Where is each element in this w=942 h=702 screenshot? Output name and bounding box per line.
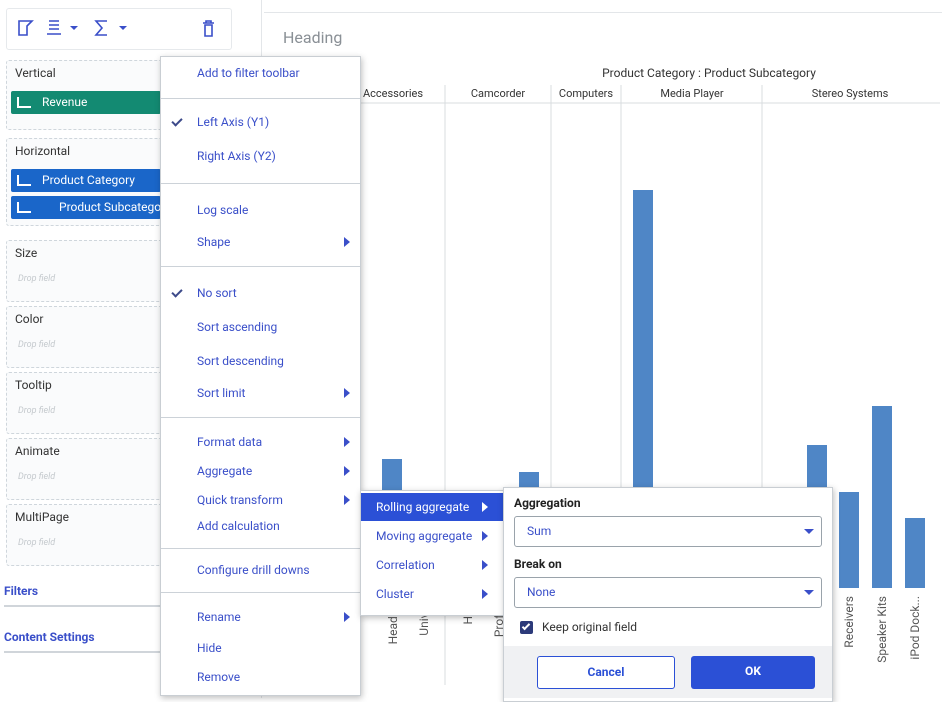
submenu-arrow (344, 466, 350, 476)
chart-title: Product Category : Product Subcategory (602, 66, 816, 80)
bar (872, 406, 892, 588)
x-tick-label: Speaker Kits (875, 596, 889, 663)
group-label: Media Player (660, 87, 724, 100)
select-arrow (804, 590, 814, 595)
x-tick-label: Receivers (842, 596, 856, 648)
cancel-button[interactable]: Cancel (537, 656, 675, 689)
active-item-bg (361, 493, 503, 521)
menu-item[interactable]: No sort (197, 286, 237, 300)
dropdown-arrow (119, 26, 127, 30)
group-label: Camcorder (471, 87, 525, 100)
drop-placeholder: Drop field (18, 538, 56, 548)
bar (905, 518, 925, 588)
menu-item[interactable]: Add calculation (197, 519, 280, 533)
menu-item[interactable]: Quick transform (197, 493, 283, 507)
menu-item[interactable]: Left Axis (Y1) (197, 115, 270, 129)
section-rule (4, 605, 160, 607)
ok-button[interactable]: OK (691, 656, 815, 689)
toolbar (6, 8, 232, 50)
dropdown-arrow (70, 26, 78, 30)
drop-placeholder: Drop field (18, 340, 56, 350)
group-label: Stereo Systems (812, 87, 889, 100)
field-label: Break on (514, 557, 562, 571)
toolbar-icons (18, 20, 214, 37)
context-menu (160, 56, 361, 696)
menu-item[interactable]: Aggregate (197, 464, 253, 478)
field-pill[interactable]: Product Subcategory (11, 196, 161, 219)
shelf-title: Color (15, 312, 44, 326)
menu-item[interactable]: Sort descending (197, 354, 284, 368)
field-pill[interactable]: Product Category (11, 169, 161, 192)
section-link[interactable]: Content Settings (4, 630, 95, 644)
submenu-item[interactable]: Correlation (376, 558, 435, 572)
menu-item[interactable]: Rename (197, 610, 241, 624)
field-pill[interactable]: Revenue (11, 91, 161, 114)
menu-separator (161, 417, 360, 418)
submenu-arrow (344, 237, 350, 247)
section-link[interactable]: Filters (4, 584, 39, 598)
select[interactable]: None (514, 577, 822, 608)
menu-item[interactable]: Log scale (197, 203, 249, 217)
shelf-title: MultiPage (15, 510, 69, 524)
submenu-item[interactable]: Cluster (376, 587, 414, 601)
group-label: Accessories (363, 87, 423, 100)
menu-separator (161, 266, 360, 267)
shelf-title: Animate (15, 444, 60, 458)
group-label: Computers (559, 87, 613, 100)
menu-item[interactable]: Hide (197, 641, 222, 655)
menu-item[interactable]: Format data (197, 435, 263, 449)
menu-item[interactable]: Configure drill downs (197, 563, 310, 577)
submenu-arrow (482, 589, 488, 599)
select-arrow (804, 529, 814, 534)
heading: Heading (283, 28, 342, 47)
checkbox[interactable] (520, 621, 533, 634)
field-icon (17, 97, 31, 108)
submenu-arrow (482, 531, 488, 541)
drop-placeholder: Drop field (18, 406, 56, 416)
shelf-title: Tooltip (15, 378, 52, 392)
drop-placeholder: Drop field (18, 472, 56, 482)
delete-icon[interactable] (203, 20, 214, 37)
menu-item[interactable]: Remove (197, 670, 241, 684)
field-icon (17, 175, 31, 186)
shelf-title: Vertical (15, 66, 56, 80)
menu-separator (161, 548, 360, 549)
submenu-arrow (344, 388, 350, 398)
drop-placeholder: Drop field (18, 274, 56, 284)
canvas-border (264, 12, 942, 13)
checkbox-label: Keep original field (542, 620, 638, 634)
submenu-arrow (344, 437, 350, 447)
menu-item[interactable]: Right Axis (Y2) (197, 149, 276, 163)
align-icon[interactable] (47, 20, 61, 35)
menu-separator (161, 98, 360, 99)
submenu-item[interactable]: Rolling aggregate (376, 500, 470, 514)
submenu-item[interactable]: Moving aggregate (376, 529, 473, 543)
sigma-icon[interactable] (94, 20, 107, 36)
field-label: Aggregation (514, 496, 581, 510)
submenu-arrow (482, 560, 488, 570)
submenu-arrow (344, 495, 350, 505)
submenu-arrow (482, 502, 488, 512)
menu-item[interactable]: Add to filter toolbar (197, 66, 300, 80)
submenu-arrow (344, 612, 350, 622)
shelf-title: Size (15, 246, 38, 260)
field-icon (17, 202, 31, 213)
chart-icon[interactable] (18, 20, 34, 36)
menu-separator (161, 183, 360, 184)
menu-item[interactable]: Sort ascending (197, 320, 278, 334)
menu-separator (161, 592, 360, 593)
select[interactable]: Sum (514, 516, 822, 547)
x-tick-label: iPod Dock... (908, 596, 922, 660)
menu-item[interactable]: Sort limit (197, 386, 246, 400)
section-rule (4, 651, 160, 653)
menu-item[interactable]: Shape (197, 235, 231, 249)
shelf-title: Horizontal (15, 144, 71, 158)
bar (839, 492, 859, 588)
